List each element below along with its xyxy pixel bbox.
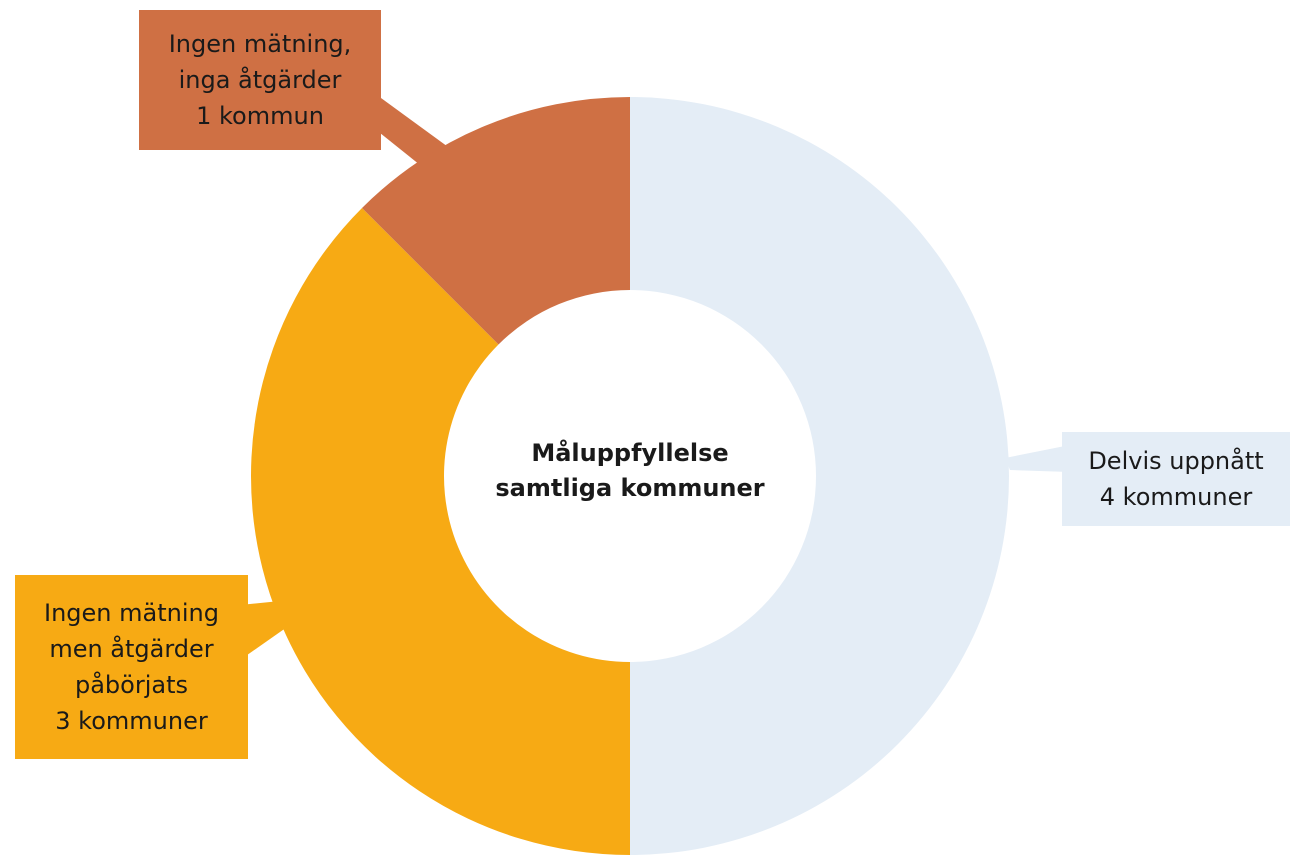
segment-label: Ingen mätning, inga åtgärder 1 kommun: [139, 10, 381, 150]
value-label: 3 kommuner: [55, 707, 208, 735]
donut-segment: [630, 97, 1009, 855]
donut-segment: [250, 208, 630, 855]
center-title: Måluppfyllelse samtliga kommuner: [495, 439, 765, 502]
category-label: Ingen mätning men åtgärder påbörjats: [44, 599, 219, 699]
segment-label: Ingen mätning men åtgärder påbörjats 3 ko…: [15, 575, 248, 759]
category-label: Delvis uppnått: [1088, 447, 1264, 475]
value-label: 1 kommun: [196, 102, 324, 130]
segment-label: Delvis uppnått 4 kommuner: [1062, 432, 1290, 526]
connector: [370, 90, 455, 165]
donut-segment: [362, 97, 630, 345]
connector: [1005, 445, 1070, 472]
category-label: Ingen mätning, inga åtgärder: [168, 30, 352, 94]
value-label: 4 kommuner: [1099, 483, 1253, 511]
